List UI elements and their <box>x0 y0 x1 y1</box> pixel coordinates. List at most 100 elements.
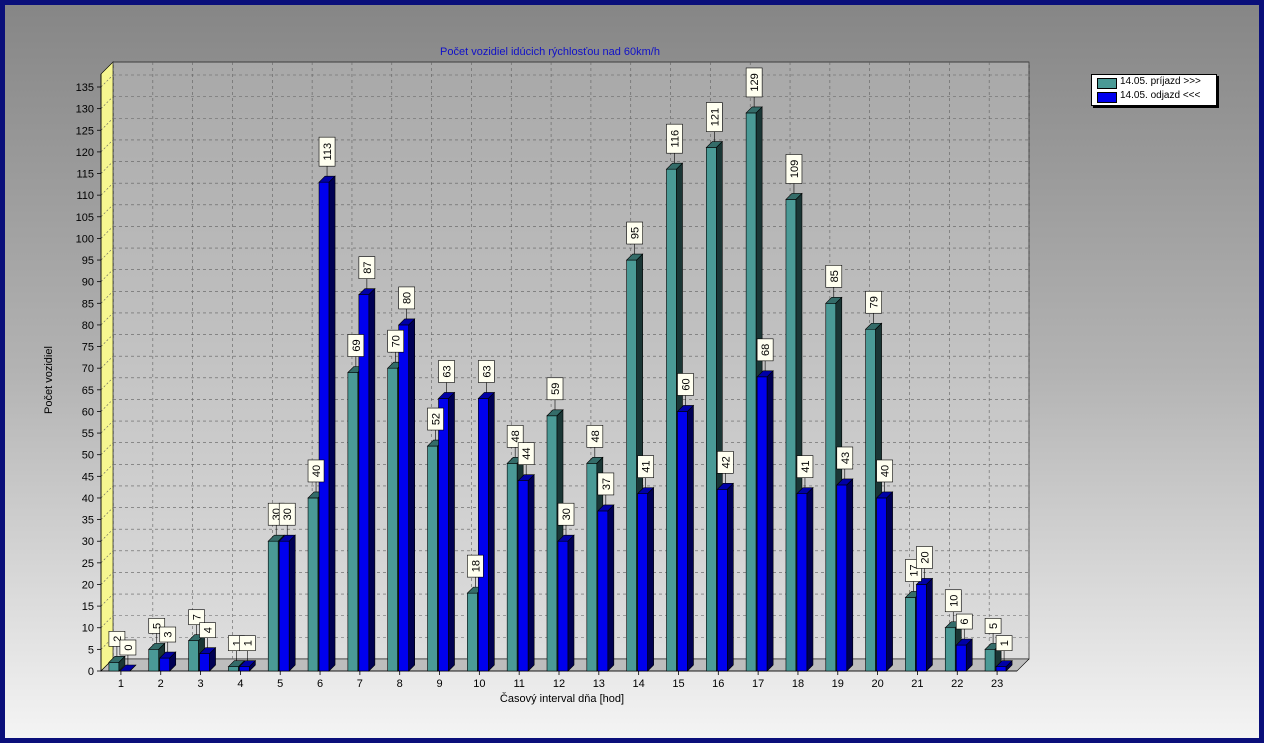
x-tick-label: 4 <box>237 678 243 690</box>
y-tick-label: 80 <box>82 320 94 332</box>
bar-side-s1-9 <box>448 391 455 672</box>
bar-s0-20 <box>865 328 876 672</box>
data-label-s1-5: 30 <box>282 508 294 520</box>
y-tick-label: 90 <box>82 277 94 289</box>
grid-line-side <box>100 182 114 196</box>
data-label-box <box>626 221 643 245</box>
bar-side-s1-7 <box>368 287 376 672</box>
data-label-s0-16: 121 <box>709 108 721 126</box>
data-label-box <box>717 451 734 474</box>
bar-side-s1-10 <box>488 391 495 672</box>
bar-s1-21 <box>916 584 927 672</box>
data-label-box <box>307 459 325 483</box>
bar-s0-17 <box>745 112 757 672</box>
grid-line-side <box>100 529 114 542</box>
bar-s1-12 <box>557 540 569 672</box>
bar-side-s1-22 <box>965 638 973 672</box>
data-label-s0-6: 40 <box>311 465 323 477</box>
bar-side-s1-23 <box>1005 659 1013 672</box>
y-tick-label: 45 <box>82 471 94 483</box>
x-tick-label: 12 <box>553 678 565 690</box>
data-label-s1-11: 44 <box>521 448 533 460</box>
bar-s0-23 <box>984 649 996 672</box>
bar-s1-20 <box>876 497 887 672</box>
data-label-box <box>865 290 882 314</box>
data-label-box <box>677 373 694 396</box>
bar-side-s1-8 <box>408 318 415 672</box>
grid-line-side <box>100 615 114 628</box>
data-label-s1-17: 68 <box>760 344 772 356</box>
bar-s1-22 <box>955 644 967 672</box>
x-tick-label: 2 <box>158 678 164 690</box>
x-axis-label: Časový interval dňa [hod] <box>500 692 624 705</box>
x-tick-label: 18 <box>792 678 804 690</box>
data-label-s1-18: 41 <box>800 461 812 473</box>
data-label-box <box>278 502 296 526</box>
x-tick-label: 19 <box>832 678 844 690</box>
bar-s0-2 <box>148 649 160 672</box>
bar-side-s1-11 <box>527 473 535 672</box>
legend-label-prijazd: 14.05. príjazd >>> <box>1120 76 1201 87</box>
x-tick-label: 22 <box>951 678 963 690</box>
grid-line-side <box>100 399 114 412</box>
data-label-s1-23: 1 <box>999 640 1011 646</box>
bar-s0-19 <box>825 302 837 672</box>
bar-side-s1-17 <box>766 370 774 672</box>
bar-s0-22 <box>944 627 956 672</box>
y-tick-label: 115 <box>76 169 94 181</box>
y-tick-label: 85 <box>82 298 94 310</box>
x-tick-label: 8 <box>397 678 403 690</box>
bar-s1-16 <box>717 489 728 672</box>
x-tick-label: 14 <box>633 678 645 690</box>
data-label-box <box>358 256 376 279</box>
bar-side-s1-14 <box>647 486 654 672</box>
bar-s1-4 <box>239 666 250 672</box>
y-tick-label: 20 <box>82 579 94 591</box>
grid-line-side <box>100 572 114 585</box>
data-label-box <box>318 136 336 167</box>
data-label-box <box>745 67 763 98</box>
data-label-s0-2: 5 <box>152 623 164 629</box>
y-tick-label: 105 <box>76 212 94 224</box>
y-tick-label: 70 <box>82 363 94 375</box>
bar-side-s1-5 <box>288 534 296 672</box>
data-label-s0-22: 10 <box>948 595 960 607</box>
bar-side-s1-15 <box>687 404 694 672</box>
bar-side-s1-21 <box>926 577 933 672</box>
grid-line-side <box>100 637 114 650</box>
data-label-s1-7: 87 <box>362 262 374 274</box>
data-label-s0-3: 7 <box>192 614 204 620</box>
data-label-box <box>239 635 256 651</box>
bar-s0-9 <box>427 445 438 672</box>
data-label-box <box>347 334 365 357</box>
bar-s0-5 <box>267 540 279 672</box>
grid-line-side <box>100 312 114 326</box>
data-label-box <box>199 622 216 638</box>
bar-s1-23 <box>995 666 1007 672</box>
data-label-box <box>666 123 683 154</box>
y-tick-label: 40 <box>82 493 94 505</box>
data-label-box <box>387 329 404 353</box>
legend-swatch-prijazd <box>1097 78 1117 89</box>
grid-line-side <box>100 96 114 109</box>
bar-s1-17 <box>756 376 768 672</box>
y-tick-label: 95 <box>82 255 94 267</box>
data-label-s1-14: 41 <box>641 461 653 473</box>
bar-s0-10 <box>467 592 478 672</box>
data-label-box <box>597 472 615 496</box>
y-tick-label: 130 <box>76 104 94 116</box>
data-label-s1-13: 37 <box>601 478 613 490</box>
legend: 14.05. príjazd >>> 14.05. odjazd <<< <box>1091 74 1217 106</box>
x-tick-label: 5 <box>277 678 283 690</box>
bar-s0-21 <box>905 597 916 672</box>
bar-s1-6 <box>318 181 330 672</box>
data-label-box <box>944 589 962 613</box>
data-label-s1-19: 43 <box>840 452 852 464</box>
data-label-s1-10: 63 <box>481 365 493 377</box>
grid-line-side <box>100 161 114 174</box>
bar-s1-19 <box>836 484 848 672</box>
grid-line-side <box>100 204 114 217</box>
data-label-s0-7: 69 <box>351 339 363 351</box>
grid-line-side <box>100 247 114 261</box>
